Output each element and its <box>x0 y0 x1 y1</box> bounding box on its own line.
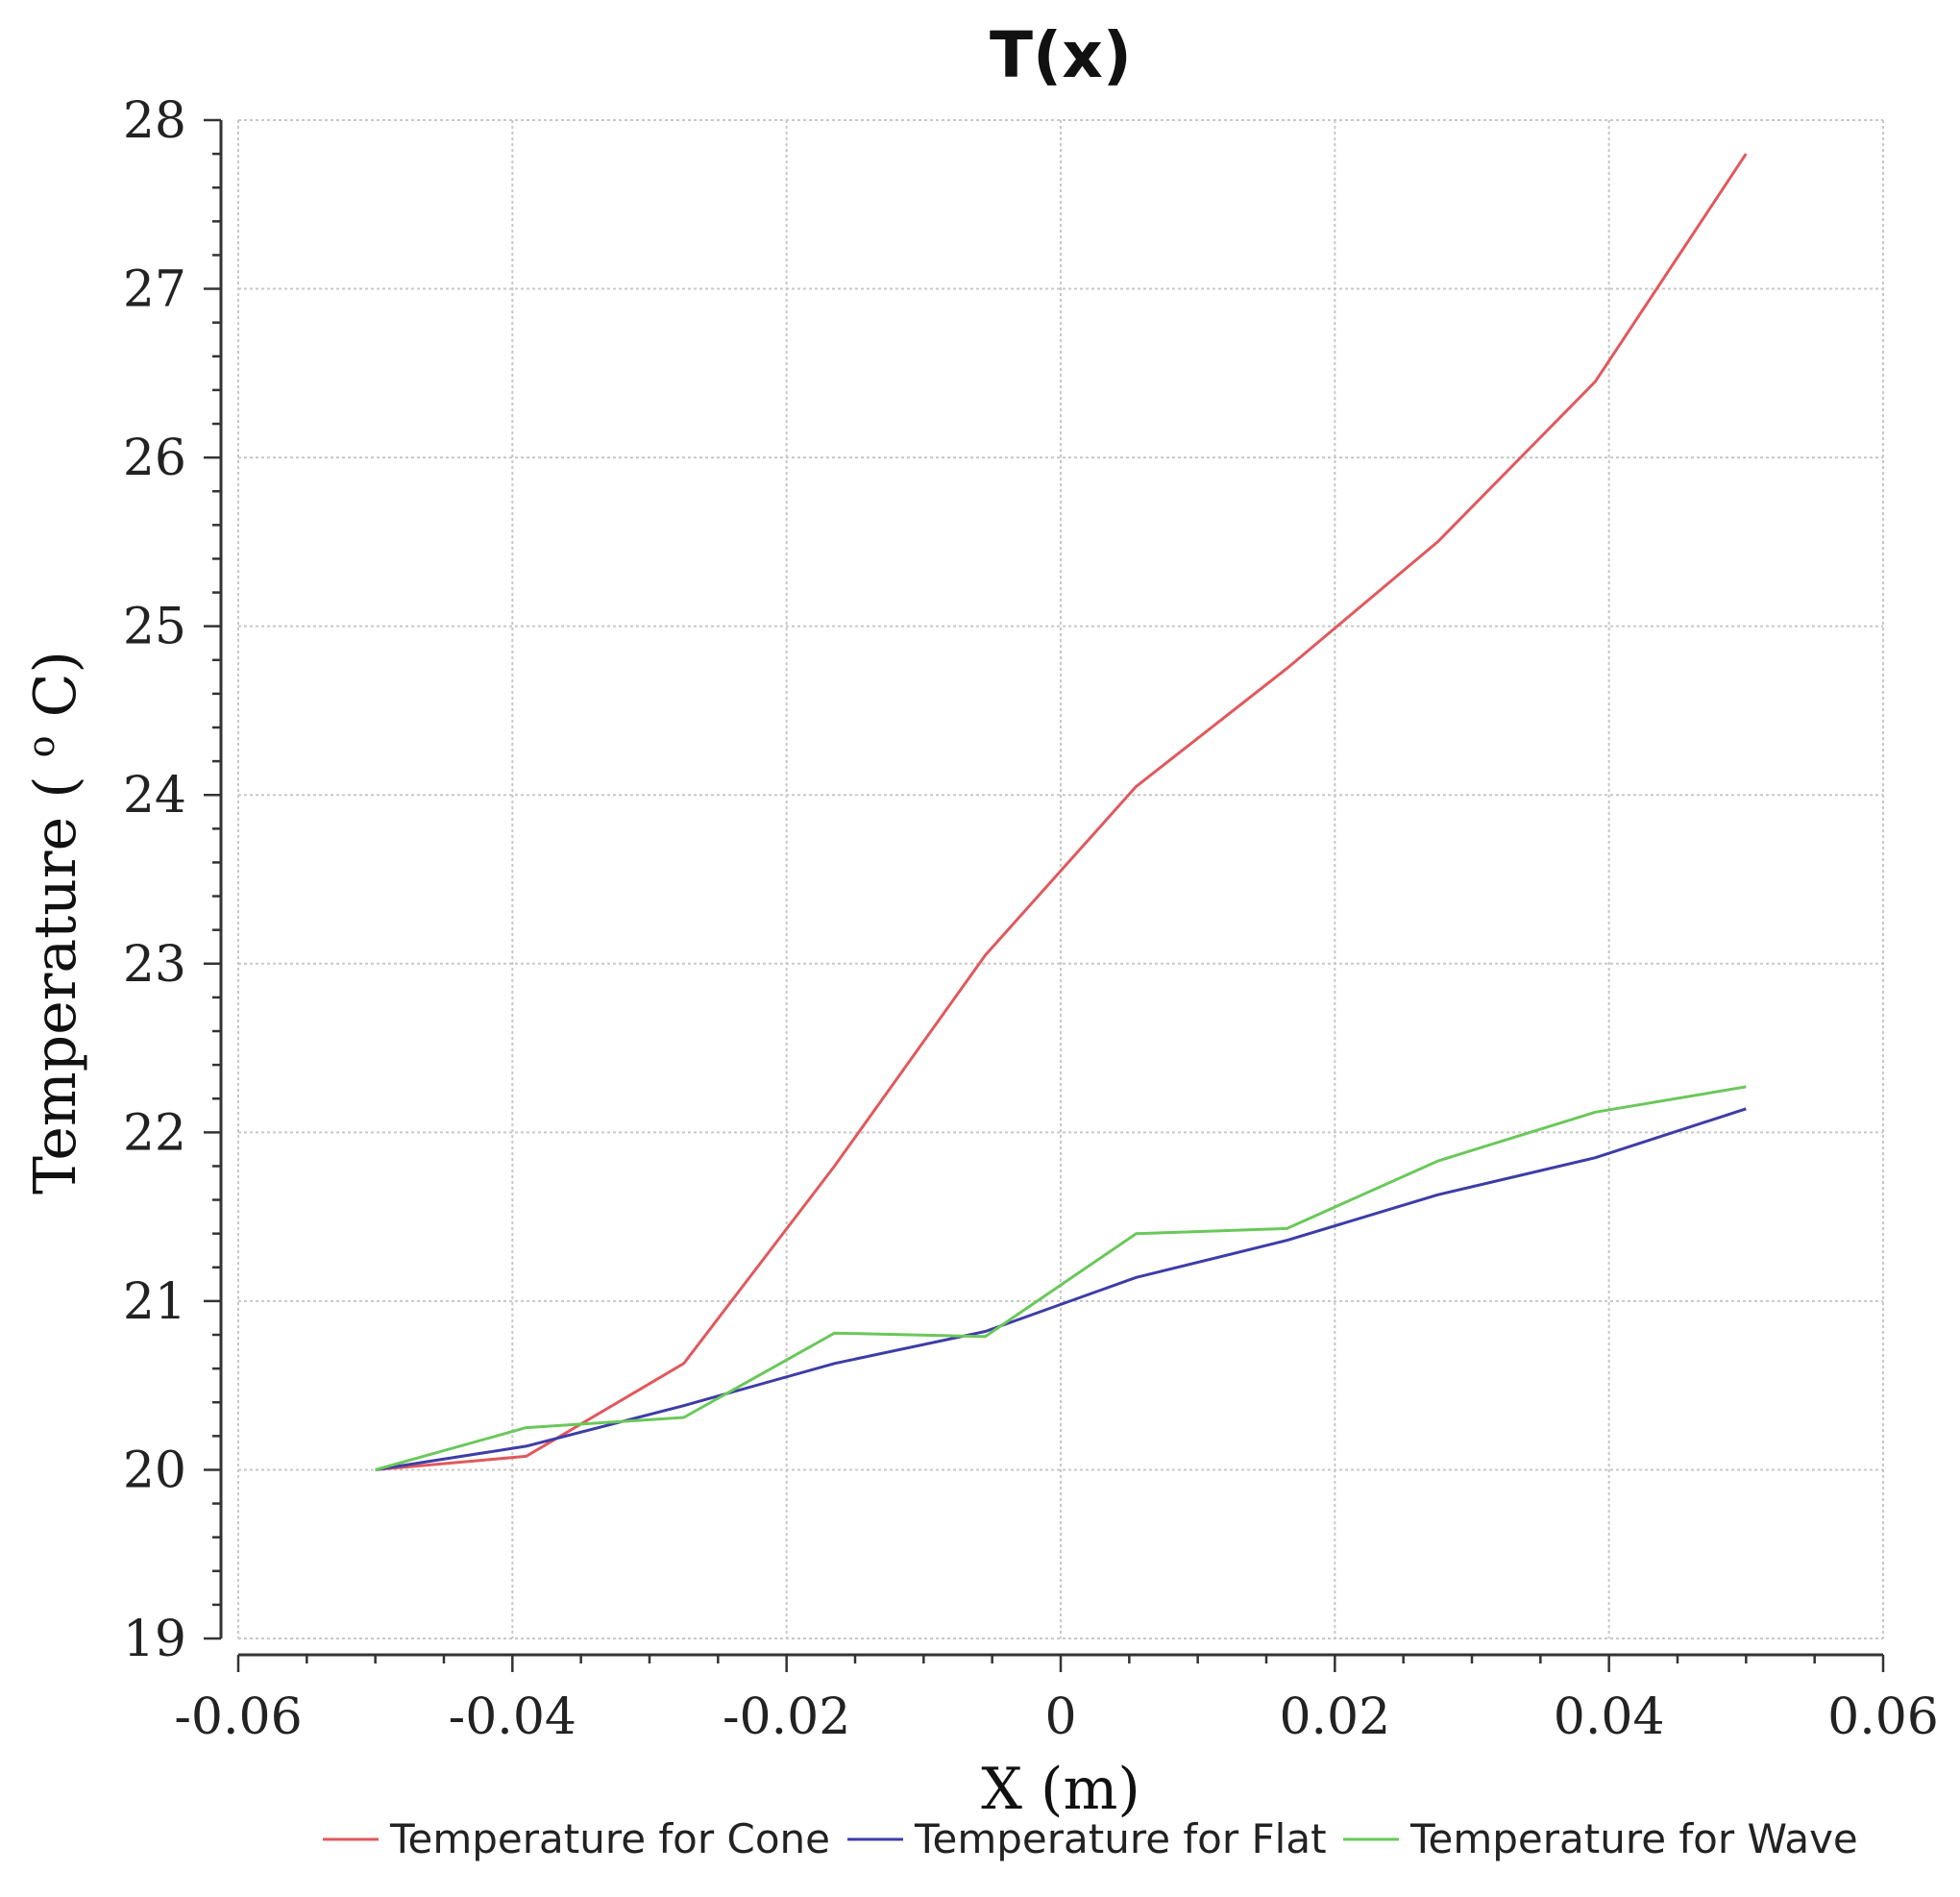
y-tick-label: 20 <box>123 1441 186 1499</box>
x-axis-label: X (m) <box>981 1756 1140 1823</box>
legend-label: Temperature for Flat <box>914 1815 1327 1862</box>
y-tick-label: 21 <box>123 1273 186 1331</box>
y-axis-label: Temperature ( o C) <box>20 651 89 1195</box>
series-line-temperature-for-flat <box>375 1107 1747 1471</box>
y-axis-label-suffix: C) <box>22 651 89 735</box>
x-tick-label: 0.06 <box>1827 1688 1939 1746</box>
grid <box>237 119 1884 1639</box>
legend-label: Temperature for Wave <box>1409 1815 1858 1862</box>
y-tick-label: 27 <box>123 261 186 319</box>
x-tick-label: 0.04 <box>1554 1688 1665 1746</box>
series <box>375 153 1748 1471</box>
axis-ticks: 19 20 21 22 23 24 25 26 27 28 -0.06 -0.04 -0.02 0 0.02… <box>123 92 1939 1746</box>
y-tick-label: 23 <box>123 936 186 994</box>
legend-label: Temperature for Cone <box>389 1815 830 1862</box>
x-tick-label: 0.02 <box>1279 1688 1390 1746</box>
y-tick-label: 25 <box>123 599 186 656</box>
y-tick-label: 19 <box>123 1611 186 1668</box>
x-tick-label: -0.06 <box>174 1688 302 1746</box>
x-tick-label: 0 <box>1044 1688 1076 1746</box>
y-tick-label: 28 <box>123 92 186 150</box>
series-line-temperature-for-wave <box>375 1085 1747 1471</box>
x-tick-label: -0.02 <box>723 1688 850 1746</box>
y-tick-label: 24 <box>123 767 186 825</box>
x-tick-label: -0.04 <box>449 1688 576 1746</box>
y-axis-label-superscript: o <box>20 735 62 757</box>
y-tick-label: 26 <box>123 430 186 487</box>
series-line-temperature-for-cone <box>375 153 1748 1471</box>
legend: Temperature for Cone Temperature for Flat… <box>323 1815 1858 1862</box>
y-axis-label-prefix: Temperature ( <box>22 757 89 1195</box>
y-tick-label: 22 <box>123 1104 186 1162</box>
chart-title: T(x) <box>990 18 1132 92</box>
